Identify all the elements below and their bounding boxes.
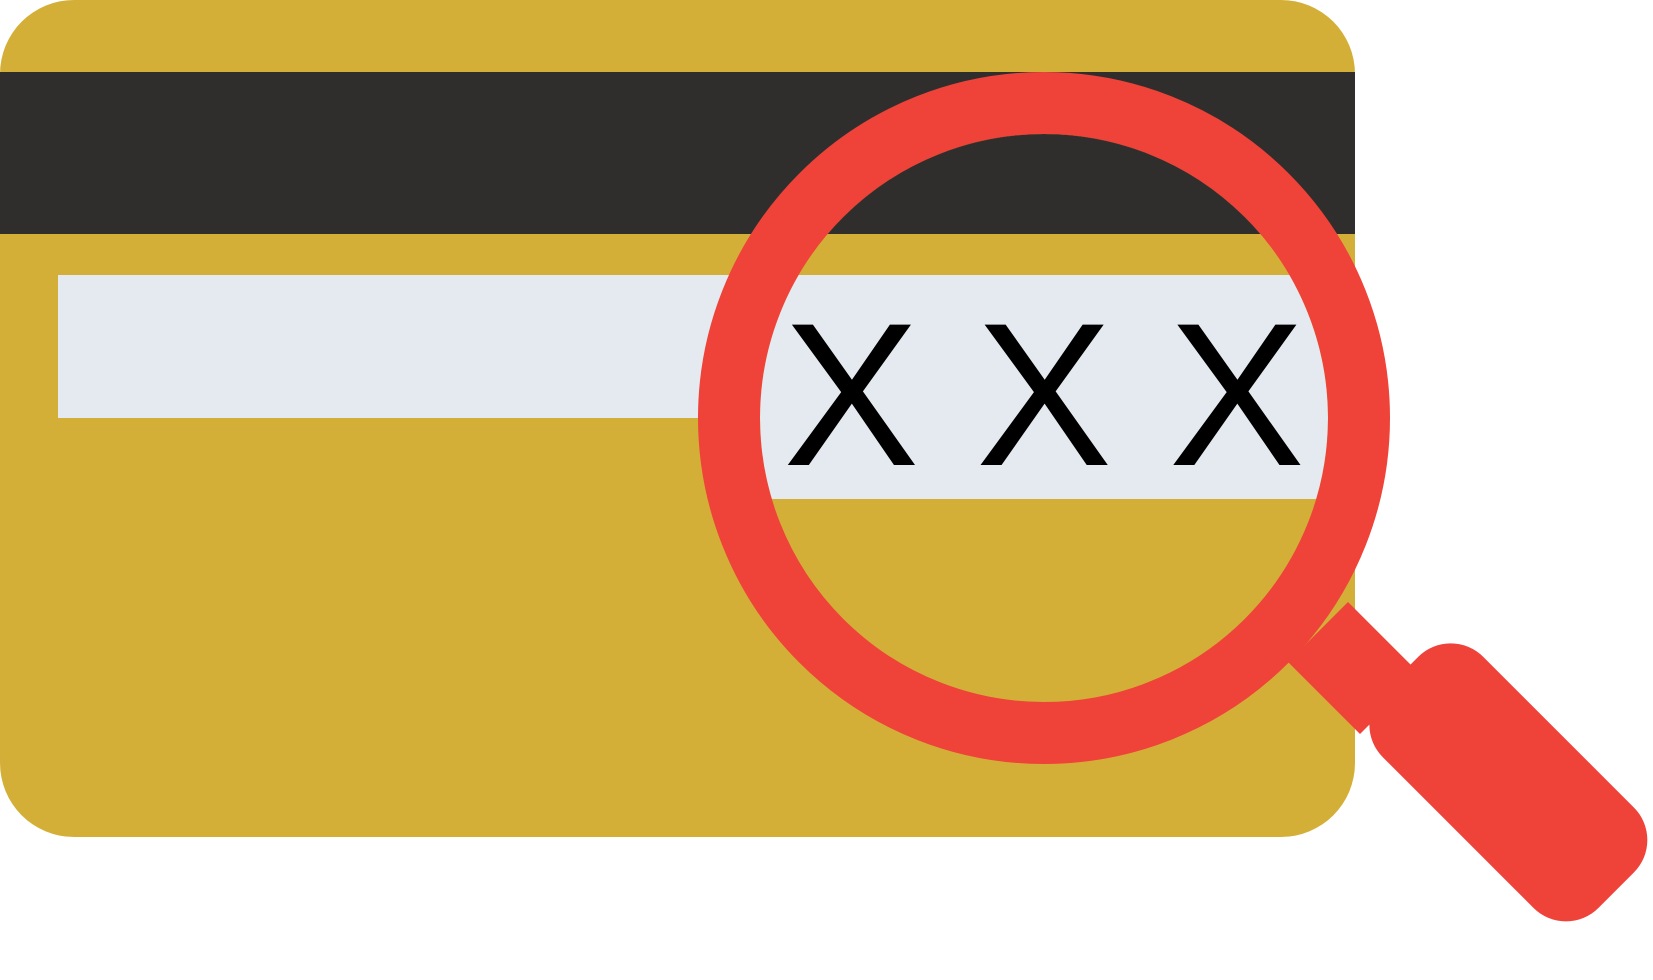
magnifier-rim: [698, 72, 1390, 764]
magnifying-glass-icon: [698, 72, 1648, 922]
cvv-code-text: X X X: [783, 281, 1305, 509]
magnified-signature-panel: [760, 275, 1328, 499]
magnifier-grip: [1369, 643, 1648, 922]
